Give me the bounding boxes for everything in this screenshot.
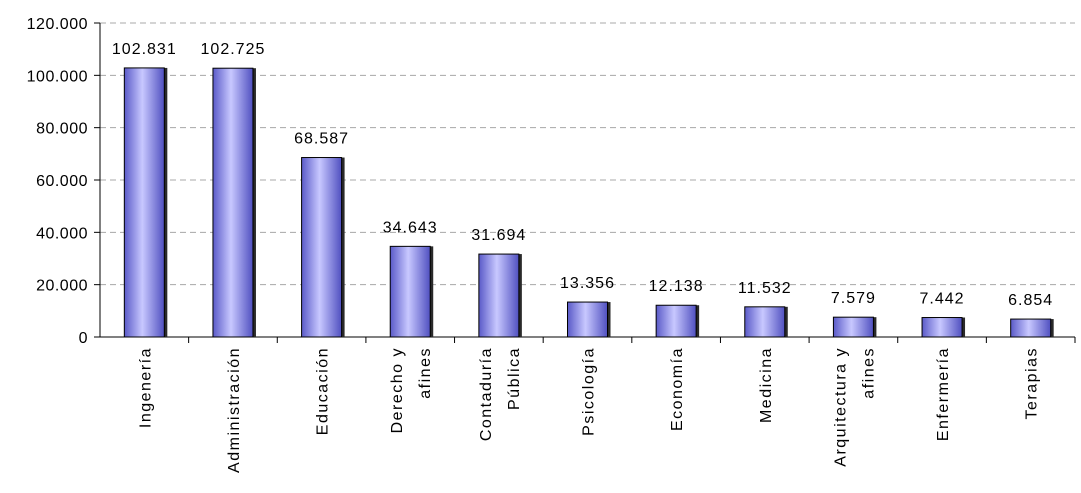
- gridlines: [100, 22, 1075, 286]
- bar: [212, 67, 254, 338]
- x-category-label: Arquitectura y: [832, 347, 849, 467]
- bar: [301, 157, 343, 338]
- x-category-label: Enfermería: [935, 347, 952, 441]
- x-category-label: Terapias: [1024, 347, 1041, 419]
- x-axis-labels: Ingenería Administración Educación Derecho …: [137, 347, 1040, 473]
- y-tick-label: 60.000: [36, 173, 88, 190]
- data-label: 7.579: [831, 290, 876, 307]
- x-category-label: Medicina: [758, 347, 775, 423]
- bar: [478, 253, 520, 338]
- data-label: 102.831: [112, 41, 177, 58]
- y-tick-label: 0: [79, 330, 88, 347]
- bars: [123, 67, 1054, 338]
- bar: [655, 304, 697, 338]
- bar: [744, 306, 786, 338]
- data-label: 6.854: [1008, 292, 1053, 309]
- x-category-label: Ingenería: [137, 347, 154, 428]
- x-category-label: Contaduría: [478, 347, 495, 441]
- data-label: 102.725: [201, 41, 266, 58]
- bar: [1010, 318, 1052, 338]
- data-label: 13.356: [560, 275, 615, 292]
- data-label: 68.587: [294, 131, 349, 148]
- data-label: 31.694: [471, 227, 526, 244]
- y-tick-label: 120.000: [27, 16, 88, 33]
- data-labels: 102.831 102.725 68.587 34.643 31.694 13.356 12…: [112, 41, 1053, 309]
- x-category-label: Economía: [669, 347, 686, 431]
- y-tick-label: 100.000: [27, 68, 88, 85]
- bar: [389, 245, 431, 338]
- bar: [123, 67, 165, 338]
- data-label: 11.532: [738, 280, 792, 297]
- x-category-label: Pública: [506, 347, 523, 410]
- x-category-label: Administración: [226, 347, 243, 473]
- data-label: 34.643: [383, 219, 438, 236]
- y-tick-label: 80.000: [36, 121, 88, 138]
- x-category-label: Psicología: [581, 347, 598, 436]
- x-category-label: afines: [417, 347, 434, 399]
- bar: [567, 301, 608, 338]
- x-category-label: afines: [860, 347, 877, 399]
- x-category-label: Educación: [315, 347, 332, 435]
- y-tick-label: 40.000: [36, 225, 88, 242]
- bar: [921, 317, 963, 338]
- y-tick-label: 20.000: [36, 278, 88, 295]
- x-category-label: Derecho y: [389, 347, 406, 433]
- y-axis-ticks: 0 20.000 40.000 60.000 80.000 100.000 120.000: [27, 16, 100, 347]
- data-label: 7.442: [920, 291, 965, 308]
- bar: [832, 316, 874, 338]
- data-label: 12.138: [649, 278, 704, 295]
